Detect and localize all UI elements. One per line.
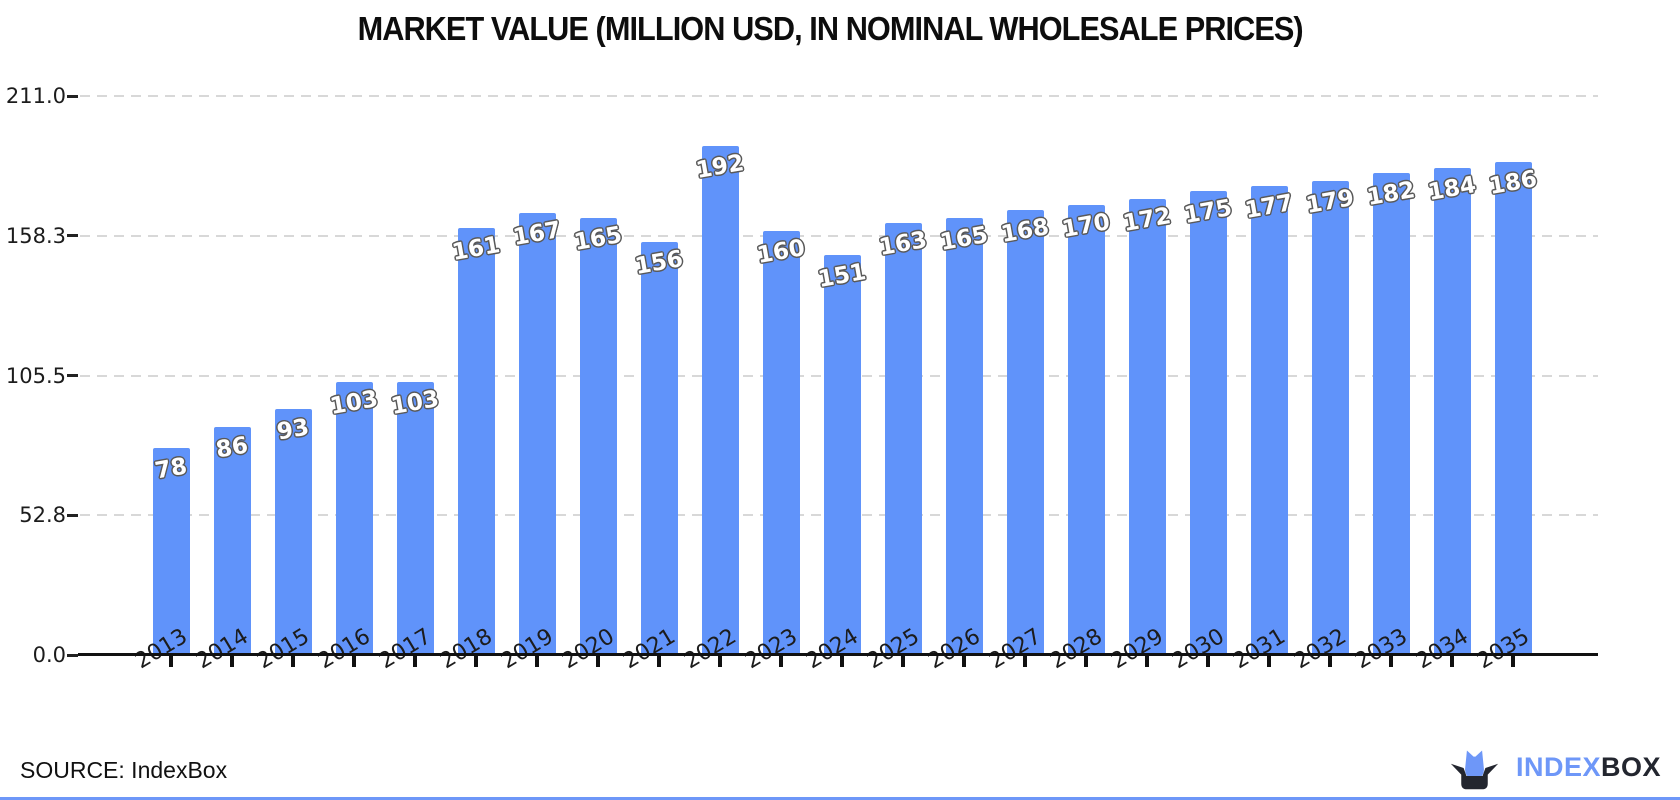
bar <box>1189 191 1227 654</box>
cat-in-box-icon <box>1450 750 1499 790</box>
bar <box>1128 199 1166 654</box>
x-axis-tick-mark <box>718 656 722 667</box>
bar <box>457 228 495 654</box>
y-axis-tick-mark <box>67 374 78 377</box>
chart-title-row: MARKET VALUE (MILLION USD, IN NOMINAL WH… <box>0 10 1660 48</box>
bar <box>945 217 983 654</box>
x-axis-tick-mark <box>1389 656 1393 667</box>
y-axis-tick-mark <box>67 513 78 517</box>
x-axis-tick-mark <box>1145 656 1149 667</box>
x-axis-tick-mark <box>1206 656 1210 667</box>
x-axis-tick-mark <box>230 656 234 667</box>
bar <box>335 382 373 654</box>
y-axis-tick-mark <box>67 94 78 98</box>
bar <box>579 217 617 654</box>
y-axis-tick-label: 105.5 <box>5 363 66 388</box>
logo-word-index: INDEX <box>1516 752 1602 782</box>
bar <box>762 231 800 654</box>
logo-wordmark: INDEXBOX <box>1516 752 1661 783</box>
x-axis-tick-mark <box>779 656 783 667</box>
x-axis-tick-mark <box>1084 656 1088 667</box>
x-axis-tick-mark <box>1328 656 1332 667</box>
bar <box>1311 180 1349 654</box>
x-axis-line <box>78 653 1598 656</box>
y-gridline <box>80 234 1598 237</box>
bar <box>1494 162 1532 654</box>
x-axis-tick-mark <box>1511 656 1515 667</box>
x-axis-tick-mark <box>291 656 295 667</box>
bar <box>1433 167 1471 654</box>
bar <box>701 146 739 654</box>
bar <box>1067 204 1105 654</box>
x-axis-tick-mark <box>657 656 661 667</box>
bar <box>823 254 861 654</box>
bar <box>1250 186 1288 654</box>
bar <box>213 427 251 654</box>
logo-word-box: BOX <box>1601 752 1662 782</box>
x-axis-tick-mark <box>474 656 478 667</box>
y-axis-tick-label: 211.0 <box>5 84 66 108</box>
bar <box>396 382 434 654</box>
x-axis-tick-mark <box>535 656 539 667</box>
x-axis-tick-mark <box>413 656 417 667</box>
bar <box>1006 209 1044 654</box>
bar <box>274 408 312 654</box>
y-axis-tick-label: 158.3 <box>5 223 66 248</box>
y-axis-tick-mark <box>67 653 78 657</box>
bar <box>1372 172 1410 654</box>
x-axis-tick-mark <box>169 656 173 667</box>
indexbox-logo: INDEXBOX <box>1448 744 1661 791</box>
x-axis-tick-mark <box>1023 656 1027 667</box>
x-axis-tick-mark <box>596 656 600 667</box>
bar <box>152 448 190 654</box>
y-axis-tick-label: 0.0 <box>32 643 66 667</box>
bar <box>640 241 678 654</box>
x-axis-tick-mark <box>1267 656 1271 667</box>
x-axis-tick-mark <box>840 656 844 667</box>
source-caption: SOURCE: IndexBox <box>20 757 228 783</box>
chart-title: MARKET VALUE (MILLION USD, IN NOMINAL WH… <box>357 10 1303 47</box>
y-gridline <box>80 95 1598 97</box>
y-axis-tick-mark <box>67 234 78 238</box>
footer-accent-line <box>0 797 1680 800</box>
x-axis-tick-mark <box>901 656 905 667</box>
x-axis-tick-mark <box>962 656 966 667</box>
x-axis-tick-mark <box>352 656 356 667</box>
bar <box>884 223 922 654</box>
x-axis-tick-mark <box>1450 656 1454 667</box>
bar <box>518 212 556 654</box>
y-axis-tick-label: 52.8 <box>19 503 66 528</box>
